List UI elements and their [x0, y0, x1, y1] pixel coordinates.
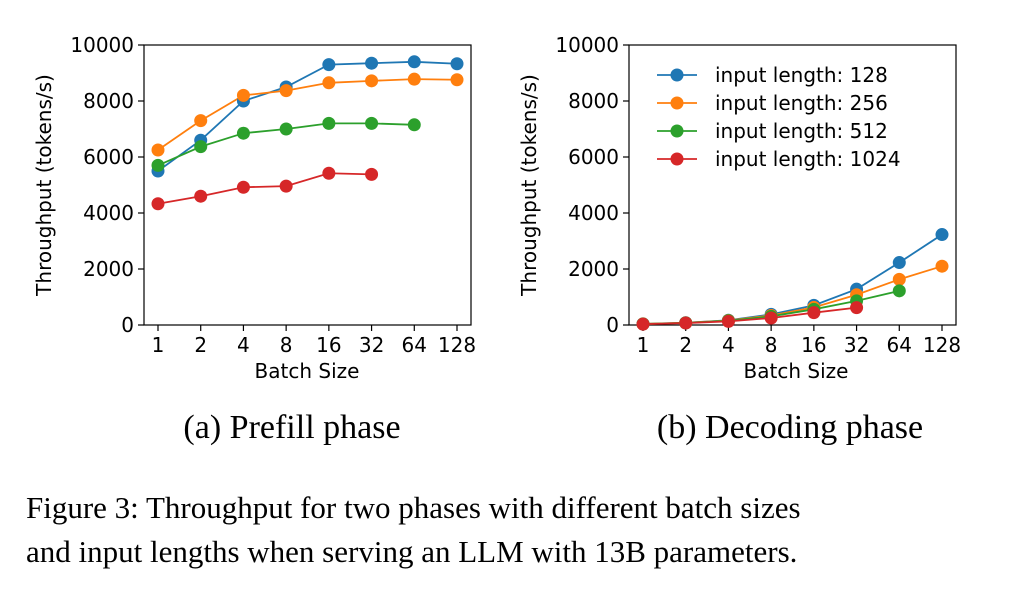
y-axis-label: Throughput (tokens/s)	[32, 74, 56, 297]
data-point	[365, 167, 379, 181]
data-point	[236, 180, 250, 194]
y-axis-label: Throughput (tokens/s)	[517, 74, 541, 297]
data-point	[892, 256, 906, 270]
data-point	[322, 116, 336, 130]
data-point	[194, 114, 208, 128]
data-point	[322, 58, 336, 72]
y-tick-label: 8000	[83, 89, 134, 113]
x-tick-label: 16	[801, 333, 826, 357]
prefill-chart: 0 2000 4000 6000 8000 10000 1 2 4 8 16 32 64 128 Bat…	[32, 33, 476, 446]
data-point	[850, 301, 864, 315]
x-axis-ticks: 1 2 4 8 16 32 64 128	[637, 325, 961, 357]
series-line-1	[157, 78, 458, 151]
data-point	[365, 116, 379, 130]
legend-marker	[670, 68, 684, 82]
y-tick-label: 6000	[83, 145, 134, 169]
data-point	[807, 306, 821, 320]
plot-frame	[628, 44, 957, 326]
x-tick-label: 16	[316, 333, 341, 357]
subcaption-b: (b) Decoding phase	[657, 409, 923, 446]
data-point	[236, 88, 250, 102]
legend-marker	[670, 152, 684, 166]
y-axis-ticks: 0 2000 4000 6000 8000 10000	[555, 33, 629, 337]
y-tick-label: 6000	[568, 145, 619, 169]
series-markers	[151, 55, 464, 211]
y-tick-label: 10000	[555, 33, 619, 57]
y-tick-label: 2000	[568, 257, 619, 281]
x-tick-label: 64	[887, 333, 912, 357]
data-point	[236, 126, 250, 140]
x-tick-label: 8	[280, 333, 293, 357]
data-point	[151, 158, 165, 172]
data-point	[407, 55, 421, 69]
data-point	[279, 179, 293, 193]
data-point	[322, 166, 336, 180]
legend-label: input length: 128	[715, 63, 888, 87]
subcaption-a: (a) Prefill phase	[183, 409, 400, 446]
data-point	[279, 122, 293, 136]
data-point	[935, 259, 949, 273]
legend: input length: 128 input length: 256 input …	[657, 63, 901, 171]
data-point	[365, 56, 379, 70]
data-point	[407, 72, 421, 86]
figure-caption-line-2: and input lengths when serving an LLM wi…	[26, 534, 797, 569]
legend-marker	[670, 124, 684, 138]
data-point	[892, 284, 906, 298]
y-tick-label: 0	[121, 313, 134, 337]
series-line-3	[642, 306, 857, 326]
data-point	[679, 316, 693, 330]
decoding-chart: 0 2000 4000 6000 8000 10000 1 2 4 8 16 32 64 128 inp…	[517, 33, 961, 446]
data-point	[151, 197, 165, 211]
data-point	[279, 84, 293, 98]
legend-marker	[670, 96, 684, 110]
data-point	[194, 140, 208, 154]
x-axis-label: Batch Size	[255, 359, 360, 383]
x-tick-label: 128	[438, 333, 476, 357]
figure-caption-line-1: Figure 3: Throughput for two phases with…	[26, 490, 801, 525]
data-point	[764, 311, 778, 325]
series-markers	[636, 228, 949, 331]
series-line-3	[157, 172, 372, 205]
data-point	[636, 317, 650, 331]
data-point	[935, 228, 949, 242]
y-tick-label: 4000	[568, 201, 619, 225]
y-tick-label: 2000	[83, 257, 134, 281]
data-point	[365, 74, 379, 88]
data-point	[151, 143, 165, 157]
x-tick-label: 8	[765, 333, 778, 357]
y-tick-label: 4000	[83, 201, 134, 225]
data-point	[450, 73, 464, 87]
x-tick-label: 1	[152, 333, 165, 357]
x-tick-label: 128	[923, 333, 961, 357]
x-tick-label: 4	[237, 333, 250, 357]
x-axis-ticks: 1 2 4 8 16 32 64 128	[152, 325, 476, 357]
data-point	[892, 272, 906, 286]
x-tick-label: 1	[637, 333, 650, 357]
y-tick-label: 10000	[70, 33, 134, 57]
legend-label: input length: 1024	[715, 147, 901, 171]
data-point	[194, 189, 208, 203]
x-tick-label: 4	[722, 333, 735, 357]
data-point	[450, 57, 464, 71]
x-tick-label: 64	[402, 333, 427, 357]
y-axis-ticks: 0 2000 4000 6000 8000 10000	[70, 33, 144, 337]
data-point	[407, 118, 421, 132]
x-tick-label: 32	[844, 333, 869, 357]
plot-frame	[143, 44, 472, 326]
legend-label: input length: 512	[715, 119, 888, 143]
y-tick-label: 8000	[568, 89, 619, 113]
x-tick-label: 2	[679, 333, 692, 357]
x-axis-label: Batch Size	[744, 359, 849, 383]
x-tick-label: 32	[359, 333, 384, 357]
legend-label: input length: 256	[715, 91, 888, 115]
series-line-0	[157, 60, 458, 172]
y-tick-label: 0	[606, 313, 619, 337]
x-tick-label: 2	[194, 333, 207, 357]
data-point	[322, 76, 336, 90]
data-point	[721, 314, 735, 328]
